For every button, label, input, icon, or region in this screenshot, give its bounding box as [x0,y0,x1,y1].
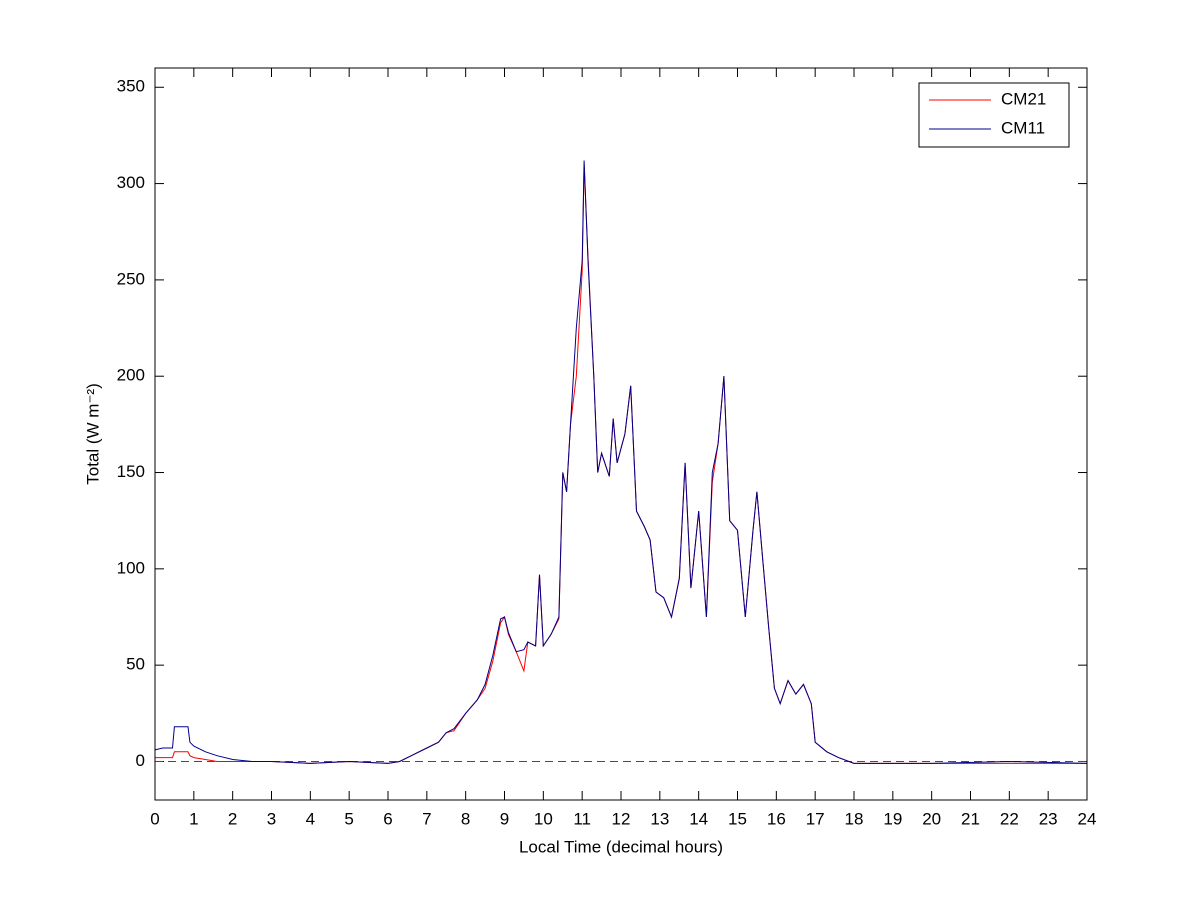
x-tick-label: 10 [534,809,553,828]
x-tick-label: 6 [383,809,392,828]
x-tick-label: 2 [228,809,237,828]
x-tick-label: 16 [767,809,786,828]
legend-label: CM11 [1001,118,1045,137]
x-tick-label: 22 [1000,809,1019,828]
x-tick-label: 11 [573,809,591,828]
x-tick-label: 24 [1078,809,1097,828]
x-tick-label: 18 [845,809,864,828]
x-tick-label: 9 [500,809,509,828]
x-tick-label: 13 [650,809,669,828]
y-tick-label: 150 [117,462,145,481]
y-tick-label: 0 [136,751,145,770]
y-tick-label: 250 [117,269,145,288]
x-tick-label: 19 [883,809,902,828]
data-line [154,160,1088,764]
legend-box [918,82,1070,148]
x-tick-label: 12 [612,809,631,828]
y-tick-label: 350 [117,77,145,96]
x-tick-label: 8 [461,809,470,828]
x-tick-label: 14 [689,809,708,828]
x-tick-label: 1 [189,809,198,828]
x-tick-label: 3 [267,809,276,828]
y-tick-label: 200 [117,366,145,385]
y-axis-label: Total (W m⁻²) [83,383,102,485]
x-tick-label: 4 [306,809,315,828]
x-tick-label: 20 [922,809,941,828]
x-tick-label: 21 [961,809,980,828]
x-tick-label: 15 [728,809,747,828]
y-tick-label: 300 [117,173,145,192]
x-tick-label: 0 [150,809,159,828]
x-axis-label: Local Time (decimal hours) [519,837,723,856]
y-tick-label: 50 [126,655,145,674]
y-tick-label: 100 [117,558,145,577]
x-tick-label: 23 [1039,809,1058,828]
x-tick-label: 17 [806,809,825,828]
x-tick-label: 5 [344,809,353,828]
plot-frame [154,67,1088,801]
legend-label: CM21 [1001,89,1046,108]
x-tick-label: 7 [422,809,431,828]
